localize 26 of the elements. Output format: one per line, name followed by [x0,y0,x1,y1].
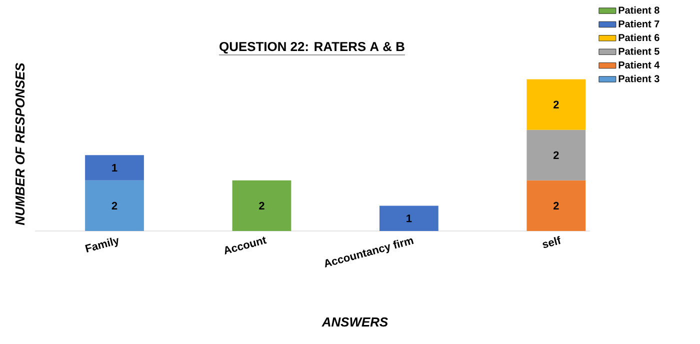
x-tick-label: Family [85,238,118,252]
bar [85,180,144,231]
x-axis-title: ANSWERS [322,317,388,327]
legend-label: Patient 3 [618,74,660,82]
legend-label: Patient 4 [618,61,660,68]
x-tick-label: self [542,236,560,248]
data-label: 1 [112,164,118,172]
data-label: 2 [553,151,559,159]
bar [526,130,586,180]
legend-label: Patient 7 [618,20,660,28]
legend-label: Patient 6 [618,34,660,42]
bar [526,79,586,130]
data-label: 2 [259,202,264,210]
bar [379,206,438,231]
y-axis-title: NUMBER OF RESPONSES [15,62,25,226]
x-tick-label: Account [224,236,267,254]
data-label: 2 [553,202,559,210]
bar [232,180,292,231]
data-label: 2 [112,202,118,210]
data-label: 1 [406,214,412,222]
bar [85,155,144,180]
bar [526,180,586,231]
chart-title: QUESTION 22: RATERS A & B [220,42,404,54]
data-label: 2 [553,100,559,108]
legend-label: Patient 8 [618,6,660,14]
legend-label: Patient 5 [618,47,660,55]
